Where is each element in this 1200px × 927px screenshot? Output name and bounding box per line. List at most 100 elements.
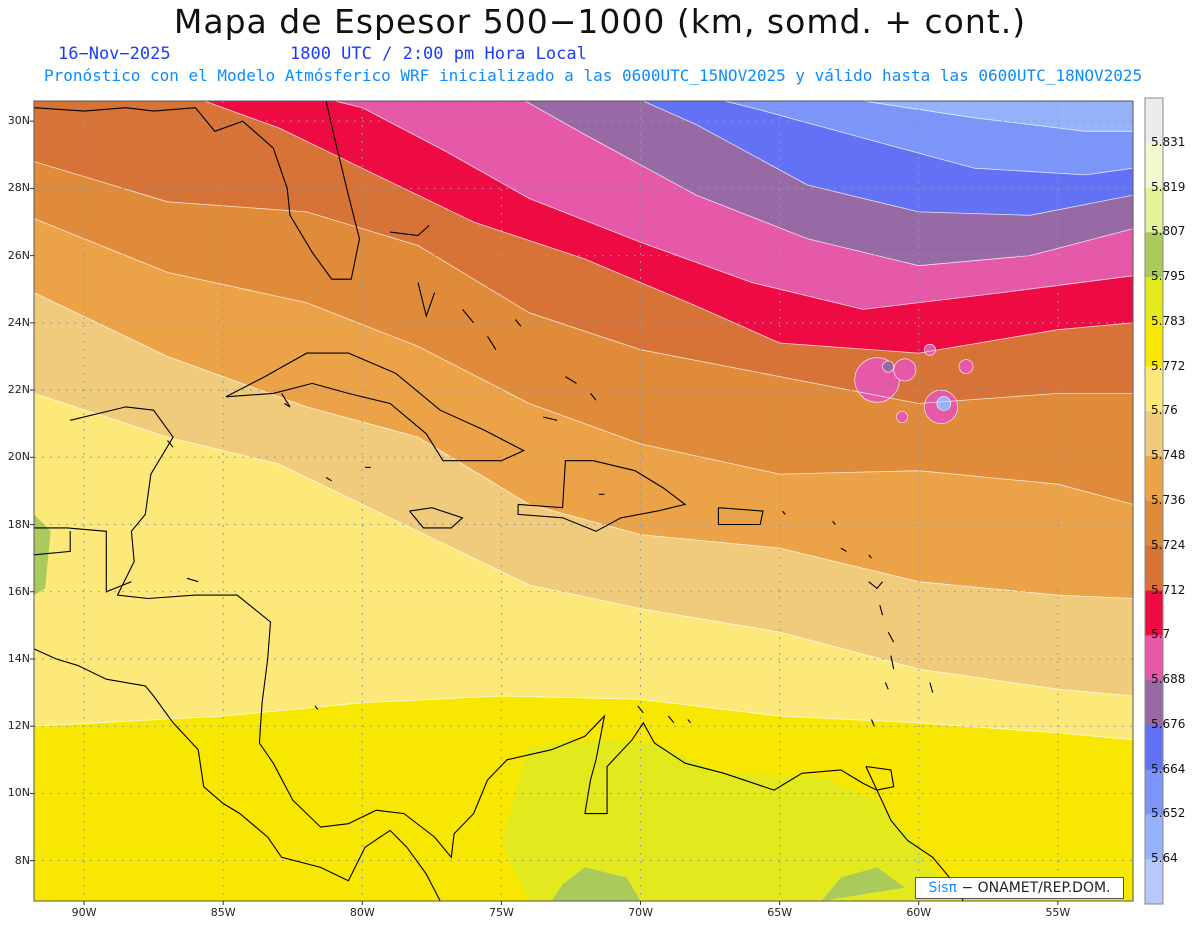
coastline	[667, 715, 675, 724]
colorbar-label: 5.688	[1151, 672, 1186, 687]
colorbar-label: 5.748	[1151, 448, 1186, 463]
coastline	[167, 440, 174, 448]
coastline	[186, 577, 199, 583]
axis-ticks	[30, 120, 1059, 905]
colorbar-label: 5.819	[1151, 179, 1186, 194]
coastline	[225, 352, 525, 462]
colorbar-segment	[1145, 814, 1163, 860]
coastline	[868, 581, 884, 590]
lon-label: 70W	[628, 906, 653, 919]
coastline	[832, 520, 836, 525]
coastline	[929, 682, 934, 693]
lon-label: 85W	[210, 906, 236, 919]
coastline	[887, 631, 895, 643]
coastline	[281, 393, 291, 408]
coastline	[543, 416, 558, 421]
coastline	[840, 547, 847, 552]
colorbar-segment	[1145, 366, 1163, 412]
lat-lon-grid	[34, 101, 1133, 901]
thickness-contour	[722, 101, 1133, 176]
thickness-contour	[332, 101, 1133, 310]
coastline	[417, 282, 436, 319]
coastline	[717, 507, 764, 526]
coastline	[487, 336, 497, 350]
coastline	[34, 531, 71, 556]
credit-brand: Sisπ	[928, 880, 957, 896]
colorbar-segment	[1145, 590, 1163, 636]
coastlines	[34, 101, 964, 901]
lon-label: 55W	[1045, 906, 1071, 919]
thickness-contour	[860, 101, 1133, 132]
coastline	[514, 319, 522, 327]
thickness-contour	[524, 101, 1133, 267]
colorbar-segment	[1145, 680, 1163, 726]
coastline	[865, 765, 895, 791]
lat-label: 24N	[7, 315, 30, 329]
lon-label: 60W	[906, 906, 932, 919]
colorbar-segment	[1145, 501, 1163, 547]
darkgreen-area	[821, 867, 905, 901]
coastline	[687, 719, 692, 724]
lat-label: 10N	[7, 786, 30, 800]
colorbar-segment	[1145, 321, 1163, 368]
lat-label: 12N	[7, 719, 30, 733]
coastline	[34, 648, 79, 667]
darkgreen-area	[34, 514, 51, 596]
colorbar-segment	[1145, 859, 1163, 905]
colorbar-label: 5.807	[1151, 224, 1186, 239]
colorbar-label: 5.831	[1151, 134, 1186, 149]
map-title: Mapa de Espesor 500−1000 (km, somd. + co…	[173, 2, 1027, 41]
thickness-contour	[34, 292, 1133, 599]
lat-label: 28N	[7, 181, 30, 195]
thickness-contour	[34, 218, 1133, 505]
lat-label: 14N	[7, 651, 30, 665]
colorbar-label: 5.676	[1151, 716, 1186, 731]
lon-label: 65W	[767, 906, 793, 919]
lat-label: 20N	[7, 450, 30, 464]
lat-label: 16N	[7, 584, 30, 598]
coastline	[870, 719, 875, 727]
coastline	[70, 406, 964, 901]
thickness-cell	[936, 396, 952, 411]
coastline	[78, 665, 441, 901]
colorbar-label: 5.724	[1151, 537, 1186, 552]
thickness-contour	[34, 393, 1133, 697]
colorbar-label: 5.652	[1151, 806, 1186, 821]
thickness-cell	[958, 359, 974, 374]
colorbar-segment	[1145, 635, 1163, 681]
colorbar-segment	[1145, 232, 1163, 278]
coastline	[462, 309, 475, 324]
colorbar-segment	[1145, 98, 1163, 144]
colorbar-label: 5.76	[1151, 403, 1178, 418]
thickness-cell	[896, 411, 908, 423]
thickness-contour	[642, 101, 1133, 216]
coastline	[637, 705, 644, 714]
colorbar-label: 5.736	[1151, 493, 1186, 507]
credit-box: Sisπ − ONAMET/REP.DOM.	[915, 877, 1124, 899]
coastline	[409, 507, 464, 529]
colorbar-label: 5.7	[1151, 627, 1171, 642]
coastline	[390, 224, 430, 237]
coastline	[884, 682, 889, 690]
lon-label: 90W	[71, 906, 97, 919]
colorbar-segment	[1145, 142, 1163, 189]
coastline	[590, 393, 597, 401]
colorbar-segment	[1145, 545, 1163, 592]
lat-label: 30N	[7, 114, 30, 128]
colorbar-label: 5.712	[1151, 582, 1186, 597]
colorbar-label: 5.64	[1151, 851, 1178, 866]
coastline	[890, 655, 895, 670]
colorbar-segment	[1145, 187, 1163, 233]
thickness-contours	[34, 101, 1133, 741]
model-info: Pronóstico con el Modelo Atmósferico WRF…	[44, 66, 1143, 85]
thickness-band	[863, 101, 1133, 132]
lon-label: 75W	[488, 906, 514, 919]
colorbar	[1145, 98, 1163, 905]
pink-thickness-cells	[854, 343, 974, 424]
thickness-contour	[34, 695, 1133, 741]
forecast-time: 1800 UTC / 2:00 pm Hora Local	[290, 44, 587, 64]
thickness-contour	[34, 161, 1133, 404]
colorbar-segment	[1145, 411, 1163, 457]
colorbar-segment	[1145, 769, 1163, 815]
